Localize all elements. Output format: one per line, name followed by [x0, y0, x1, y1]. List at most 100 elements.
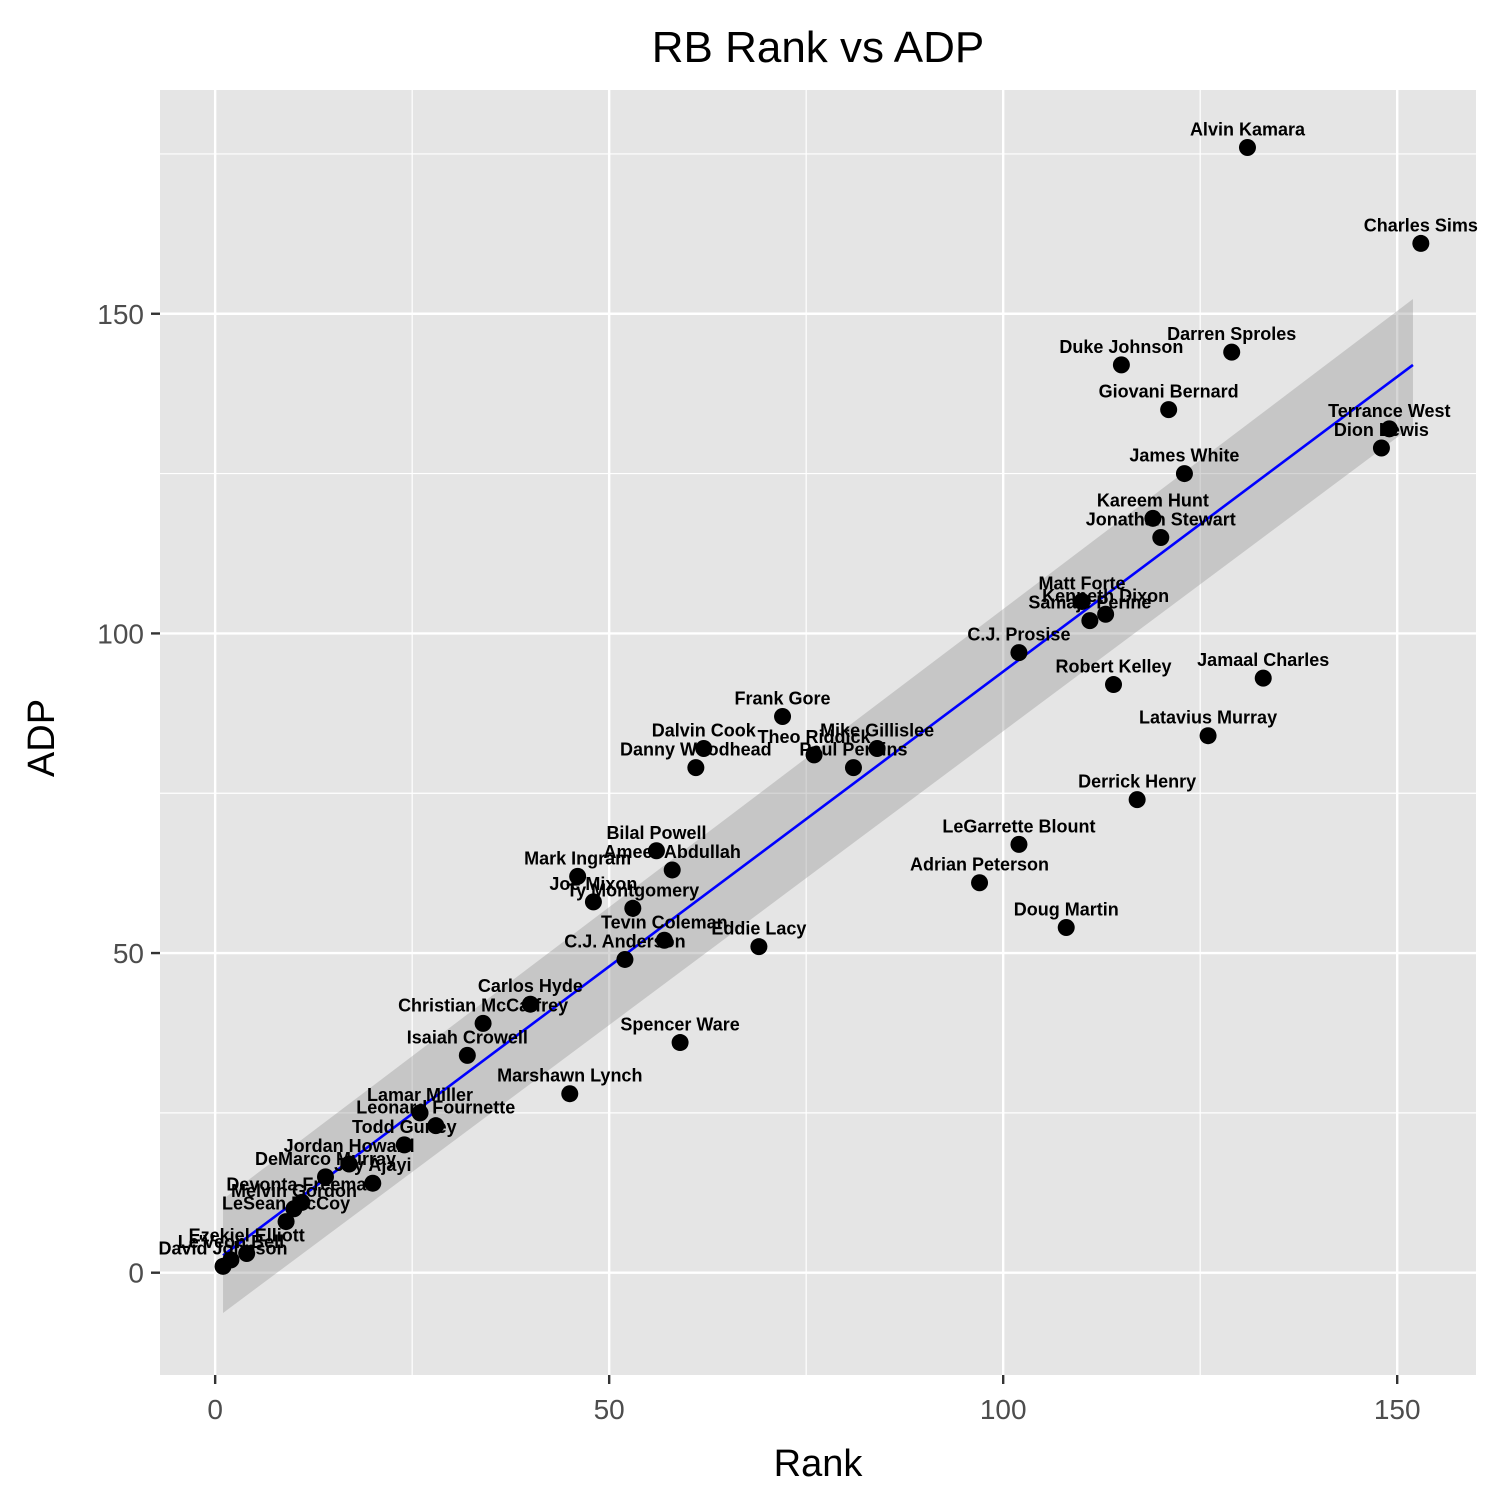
- axes: 0 50 100 150 0 50 100 150: [97, 299, 1420, 1425]
- x-tick-label: 50: [594, 1394, 625, 1425]
- data-point: [340, 1155, 358, 1173]
- point-label: Tevin Coleman: [601, 912, 728, 932]
- point-label: Jay Ajayi: [334, 1155, 411, 1175]
- data-point: [805, 746, 823, 764]
- point-label: Dalvin Cook: [652, 720, 757, 740]
- chart-title: RB Rank vs ADP: [652, 23, 985, 72]
- point-label: Ameer Abdullah: [604, 842, 741, 862]
- y-tick-label: 50: [113, 938, 144, 969]
- data-point: [1175, 465, 1193, 483]
- point-label: DeMarco Murray: [255, 1149, 396, 1169]
- point-label: Danny Woodhead: [620, 740, 772, 760]
- data-point: [616, 950, 634, 968]
- grid-lines: [160, 90, 1476, 1375]
- data-point: [521, 995, 539, 1013]
- data-point: [364, 1174, 382, 1192]
- data-point: [1152, 529, 1170, 547]
- point-label: Kareem Hunt: [1097, 490, 1209, 510]
- data-point: [655, 931, 673, 949]
- data-point: [663, 861, 681, 879]
- point-label: Samaje Perine: [1028, 593, 1151, 613]
- point-label: Matt Forte: [1038, 573, 1125, 593]
- confidence-band: [223, 299, 1413, 1313]
- data-point: [561, 1085, 579, 1103]
- data-point: [1128, 791, 1146, 809]
- point-label: Ty Montgomery: [566, 880, 699, 900]
- point-label: Derrick Henry: [1078, 772, 1196, 792]
- data-point: [316, 1168, 334, 1186]
- y-tick-label: 150: [97, 299, 144, 330]
- point-label: Theo Riddick: [758, 727, 872, 747]
- point-label: C.J. Prosise: [967, 625, 1070, 645]
- data-point: [1412, 234, 1430, 252]
- x-tick-label: 150: [1374, 1394, 1421, 1425]
- data-point: [687, 759, 705, 777]
- data-point: [1081, 612, 1099, 630]
- point-label: Giovani Bernard: [1099, 382, 1239, 402]
- data-point: [569, 867, 587, 885]
- confidence-band-layer: [223, 299, 1413, 1313]
- point-label: Carlos Hyde: [478, 976, 583, 996]
- point-label: Ezekiel Elliott: [189, 1226, 305, 1246]
- data-point: [1097, 605, 1115, 623]
- point-label: Paul Perkins: [799, 740, 907, 760]
- point-label: Joe Mixon: [549, 874, 637, 894]
- data-points: [214, 139, 1430, 1275]
- data-point: [647, 842, 665, 860]
- point-label: Duke Johnson: [1059, 337, 1183, 357]
- data-point: [427, 1117, 445, 1135]
- data-point: [1144, 509, 1162, 527]
- plot-panel: [160, 90, 1476, 1375]
- data-point: [1372, 439, 1390, 457]
- data-point: [1160, 401, 1178, 419]
- point-label: Jordan Howard: [284, 1136, 415, 1156]
- point-label: Darren Sproles: [1167, 324, 1296, 344]
- data-point: [1112, 356, 1130, 374]
- data-point: [844, 759, 862, 777]
- data-point: [1254, 669, 1272, 687]
- data-point: [1238, 139, 1256, 157]
- panel-background: [160, 90, 1476, 1375]
- y-tick-label: 100: [97, 618, 144, 649]
- data-point: [293, 1193, 311, 1211]
- point-label: Latavius Murray: [1139, 708, 1277, 728]
- point-label: Charles Sims: [1364, 215, 1478, 235]
- data-point: [411, 1104, 429, 1122]
- data-point: [750, 938, 768, 956]
- point-label: Melvin Gordon: [231, 1181, 357, 1201]
- data-point: [1057, 918, 1075, 936]
- point-label: LeGarrette Blount: [942, 816, 1095, 836]
- data-point: [1073, 592, 1091, 610]
- point-label: Alvin Kamara: [1190, 120, 1306, 140]
- point-label: James White: [1129, 446, 1239, 466]
- data-point: [238, 1245, 256, 1263]
- data-point: [868, 739, 886, 757]
- data-point: [222, 1251, 240, 1269]
- data-point: [774, 708, 792, 726]
- point-label: LeSean McCoy: [222, 1194, 350, 1214]
- point-label: Frank Gore: [735, 689, 831, 709]
- data-point: [1105, 676, 1123, 694]
- point-label: Bilal Powell: [606, 823, 706, 843]
- point-label: Eddie Lacy: [711, 919, 806, 939]
- data-point: [584, 893, 602, 911]
- x-tick-label: 100: [980, 1394, 1027, 1425]
- data-point: [1223, 343, 1241, 361]
- data-point: [971, 874, 989, 892]
- point-label: Kenneth Dixon: [1042, 586, 1169, 606]
- data-point: [624, 899, 642, 917]
- data-point: [695, 739, 713, 757]
- data-point: [1380, 420, 1398, 438]
- point-label: Le'Veon Bell: [178, 1232, 284, 1252]
- data-point: [458, 1046, 476, 1064]
- point-label: David Johnson: [159, 1238, 288, 1258]
- point-label: Robert Kelley: [1055, 657, 1171, 677]
- point-label: Todd Gurley: [352, 1117, 457, 1137]
- x-axis-title: Rank: [774, 1443, 864, 1485]
- point-label: Jonathan Stewart: [1086, 510, 1236, 530]
- point-label: Christian McCaffrey: [398, 995, 568, 1015]
- point-label: Isaiah Crowell: [407, 1027, 528, 1047]
- point-label: Dion Lewis: [1334, 420, 1429, 440]
